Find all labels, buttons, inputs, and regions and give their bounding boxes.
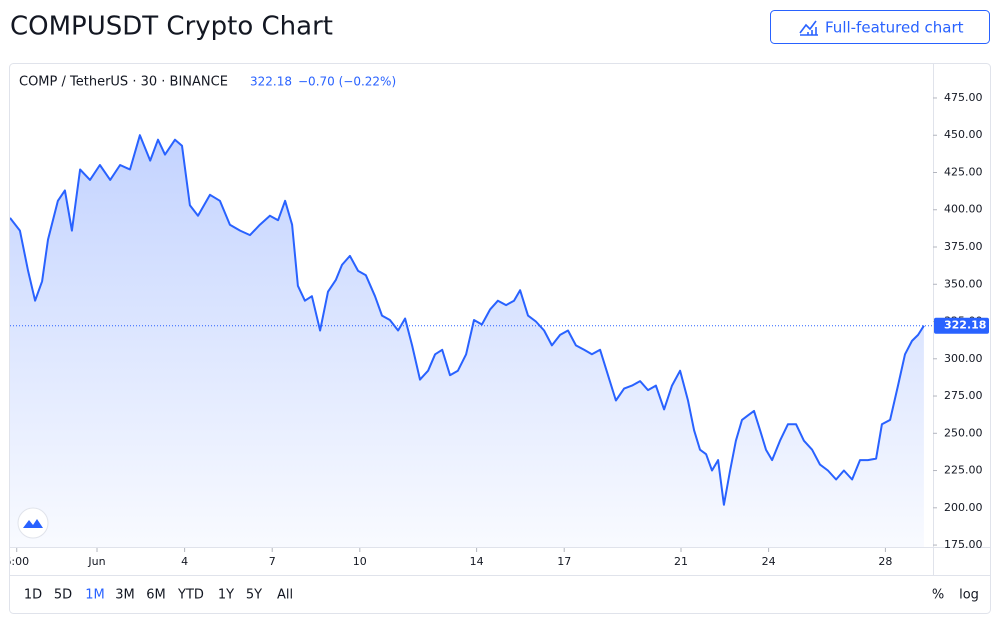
x-tick-label: Jun bbox=[87, 555, 105, 568]
x-tick-label: 17 bbox=[557, 555, 571, 568]
change-label: −0.70 (−0.22%) bbox=[298, 75, 396, 89]
symbol-label: COMP / TetherUS · 30 · BINANCE bbox=[19, 75, 228, 90]
x-tick-label: 21 bbox=[674, 555, 688, 568]
range-button[interactable]: All bbox=[277, 588, 293, 603]
logo bbox=[17, 507, 49, 539]
button-frame[interactable] bbox=[770, 10, 990, 44]
x-tick-label: 4 bbox=[181, 555, 188, 568]
y-tick-label: 275.00 bbox=[944, 389, 983, 402]
range-button[interactable]: 1M bbox=[85, 588, 105, 603]
x-tick-label: 10 bbox=[353, 555, 367, 568]
y-tick-label: 450.00 bbox=[944, 128, 983, 141]
page-title: COMPUSDT Crypto Chart bbox=[10, 12, 333, 42]
time-axis: 6:00 Jun 4 7 10 14 17 21 24 28 bbox=[4, 548, 892, 568]
button-label[interactable]: Full-featured chart bbox=[825, 19, 964, 37]
range-button[interactable]: 5Y bbox=[246, 588, 262, 603]
button-icon[interactable] bbox=[799, 20, 818, 36]
price-line bbox=[10, 134, 925, 506]
range-button[interactable]: 5D bbox=[54, 588, 72, 603]
range-button[interactable]: 1D bbox=[24, 588, 42, 603]
x-tick-label: 6:00 bbox=[4, 555, 29, 568]
last-price-label: 322.18 bbox=[944, 319, 986, 332]
x-tick-label: 7 bbox=[269, 555, 276, 568]
range-button[interactable]: YTD bbox=[177, 588, 204, 603]
range-button[interactable]: 6M bbox=[146, 588, 166, 603]
range-button[interactable]: 3M bbox=[115, 588, 135, 603]
price-label: 322.18 bbox=[250, 75, 292, 89]
y-tick-label: 300.00 bbox=[944, 352, 983, 365]
last-price-badge bbox=[934, 317, 989, 334]
y-tick-label: 350.00 bbox=[944, 277, 983, 290]
y-tick-label: 225.00 bbox=[944, 464, 983, 477]
x-tick-label: 28 bbox=[878, 555, 892, 568]
full-chart-button[interactable]: Full-featured chart bbox=[770, 10, 990, 44]
x-tick-label: 14 bbox=[470, 555, 484, 568]
y-tick-label: 375.00 bbox=[944, 240, 983, 253]
percent-toggle[interactable]: % bbox=[932, 588, 944, 603]
range-button[interactable]: 1Y bbox=[218, 588, 234, 603]
y-tick-label: 250.00 bbox=[944, 426, 983, 439]
price-axis: 175.00200.00225.00250.00275.00300.00325.… bbox=[933, 91, 989, 551]
toolbar: 1D 5D 1M 3M 6M YTD 1Y 5Y All% log bbox=[24, 588, 979, 603]
plot bbox=[10, 134, 933, 547]
legend: COMP / TetherUS · 30 · BINANCE 322.18 −0… bbox=[19, 75, 396, 90]
log-toggle[interactable]: log bbox=[959, 588, 979, 603]
y-tick-label: 400.00 bbox=[944, 203, 983, 216]
logo-circle bbox=[17, 507, 49, 539]
y-tick-label: 425.00 bbox=[944, 165, 983, 178]
x-tick-label: 24 bbox=[762, 555, 776, 568]
y-tick-label: 475.00 bbox=[944, 91, 983, 104]
y-tick-label: 175.00 bbox=[944, 538, 983, 551]
y-tick-label: 200.00 bbox=[944, 501, 983, 514]
logo-mark bbox=[23, 519, 43, 528]
price-area bbox=[10, 135, 924, 547]
